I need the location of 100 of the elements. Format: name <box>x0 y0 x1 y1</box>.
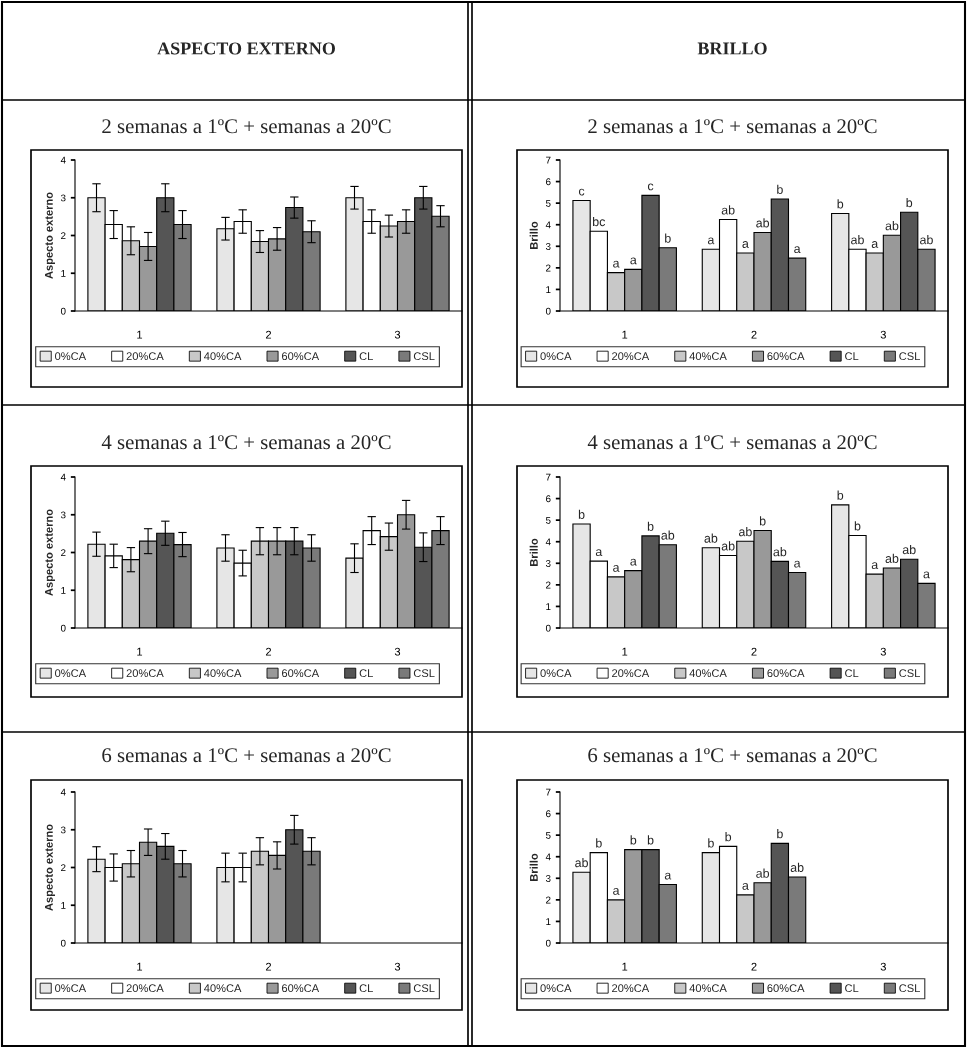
y-tick-label: 2 <box>61 232 66 240</box>
y-tick-label: 5 <box>545 831 551 839</box>
legend-label: 0%CA <box>55 669 87 678</box>
data-label: b <box>837 490 844 500</box>
data-label: ab <box>756 218 770 228</box>
y-tick-label: 0 <box>60 624 66 632</box>
data-label: bc <box>593 216 606 227</box>
data-label: ab <box>738 527 752 537</box>
y-tick-label: 2 <box>61 864 66 872</box>
legend-label: 20%CA <box>126 352 164 361</box>
x-tick-label: 3 <box>880 647 886 656</box>
legend-label: 60%CA <box>767 669 805 678</box>
legend-label: CL <box>359 352 373 361</box>
x-tick-label: 3 <box>880 330 886 339</box>
data-label: b <box>647 521 654 531</box>
legend-label: 60%CA <box>767 352 805 361</box>
y-tick-label: 1 <box>546 603 551 610</box>
y-axis-title: Aspecto externo <box>45 192 56 279</box>
data-label: a <box>707 237 715 245</box>
data-label: a <box>595 549 603 557</box>
data-label: a <box>630 558 637 566</box>
y-axis-title: Aspecto externo <box>45 509 56 596</box>
text: 0%CA <box>540 669 572 678</box>
y-tick-label: 1 <box>61 902 66 909</box>
data-label: b <box>630 835 637 845</box>
legend-label: 0%CA <box>55 352 87 361</box>
data-label: a <box>664 872 672 880</box>
y-tick-label: 4 <box>545 538 551 546</box>
legend-label: 60%CA <box>282 352 320 361</box>
y-tick-label: 6 <box>546 178 551 186</box>
data-label: a <box>794 560 801 568</box>
legend-label: 0%CA <box>55 984 87 993</box>
x-tick-label: 2 <box>265 330 272 339</box>
legend-label: 20%CA <box>126 984 164 993</box>
y-tick-label: 2 <box>61 549 66 557</box>
data-label: ab <box>920 235 933 245</box>
legend-label: 60%CA <box>767 984 805 993</box>
x-tick-label: 1 <box>137 647 143 656</box>
legend-label: 20%CA <box>612 669 650 678</box>
legend-label: CL <box>845 352 859 361</box>
data-label: a <box>923 571 930 579</box>
data-label: a <box>630 257 637 265</box>
data-label: ab <box>790 862 804 872</box>
y-tick-label: 3 <box>60 194 66 202</box>
text: ASPECTO EXTERNO <box>157 42 335 55</box>
data-label: b <box>837 199 844 209</box>
legend-label: 60%CA <box>282 669 320 678</box>
y-tick-label: 1 <box>546 918 551 925</box>
legend-label: CSL <box>899 984 920 993</box>
y-tick-label: 6 <box>546 810 551 818</box>
y-tick-label: 3 <box>545 560 551 567</box>
chart-title: 4 semanas a 1ºC + semanas a 20ºC <box>101 435 391 450</box>
y-tick-label: 6 <box>546 495 551 503</box>
data-label: b <box>647 835 654 845</box>
y-axis-title: Brillo <box>529 221 538 249</box>
data-label: a <box>613 564 620 572</box>
y-tick-label: 3 <box>545 243 551 250</box>
y-tick-label: 1 <box>61 587 66 594</box>
chart-title: 6 semanas a 1ºC + semanas a 20ºC <box>588 748 877 763</box>
y-tick-label: 7 <box>546 788 551 796</box>
legend-label: 40%CA <box>689 669 727 678</box>
legend-label: CL <box>359 669 373 678</box>
y-tick-label: 0 <box>60 939 66 947</box>
data-label: a <box>794 246 801 254</box>
x-tick-label: 2 <box>751 962 757 971</box>
data-label: ab <box>756 868 770 878</box>
y-tick-label: 0 <box>545 939 551 947</box>
legend-label: 40%CA <box>689 984 727 993</box>
y-tick-label: 1 <box>546 286 551 293</box>
legend-label: 20%CA <box>126 669 164 678</box>
data-label: b <box>725 832 732 842</box>
data-label: b <box>665 233 671 243</box>
legend-label: CSL <box>413 669 435 678</box>
text: BRILLO <box>697 42 767 55</box>
legend-label: CL <box>359 984 373 993</box>
y-axis-title: Brillo <box>529 538 538 566</box>
data-label: b <box>777 829 783 839</box>
x-tick-label: 2 <box>751 330 757 339</box>
text: 0%CA <box>540 352 572 361</box>
y-tick-label: 0 <box>545 307 551 315</box>
y-tick-label: 7 <box>546 156 551 164</box>
data-label: ab <box>704 533 718 543</box>
x-tick-label: 1 <box>622 330 628 339</box>
legend-label: CSL <box>413 984 435 993</box>
data-label: ab <box>721 541 735 551</box>
y-tick-label: 3 <box>545 875 551 882</box>
y-tick-label: 5 <box>545 199 551 207</box>
x-tick-label: 3 <box>394 962 401 971</box>
y-tick-label: 4 <box>60 788 66 796</box>
y-tick-label: 1 <box>61 270 66 277</box>
y-tick-label: 3 <box>60 511 66 519</box>
legend-label: CL <box>845 984 859 993</box>
data-label: ab <box>661 530 675 540</box>
data-label: ab <box>885 221 899 231</box>
y-tick-label: 0 <box>60 307 66 315</box>
data-label: ab <box>851 235 864 245</box>
y-tick-label: 5 <box>545 516 551 524</box>
text: 0%CA <box>540 984 572 993</box>
legend-label: CSL <box>413 352 435 361</box>
x-tick-label: 1 <box>137 962 143 971</box>
